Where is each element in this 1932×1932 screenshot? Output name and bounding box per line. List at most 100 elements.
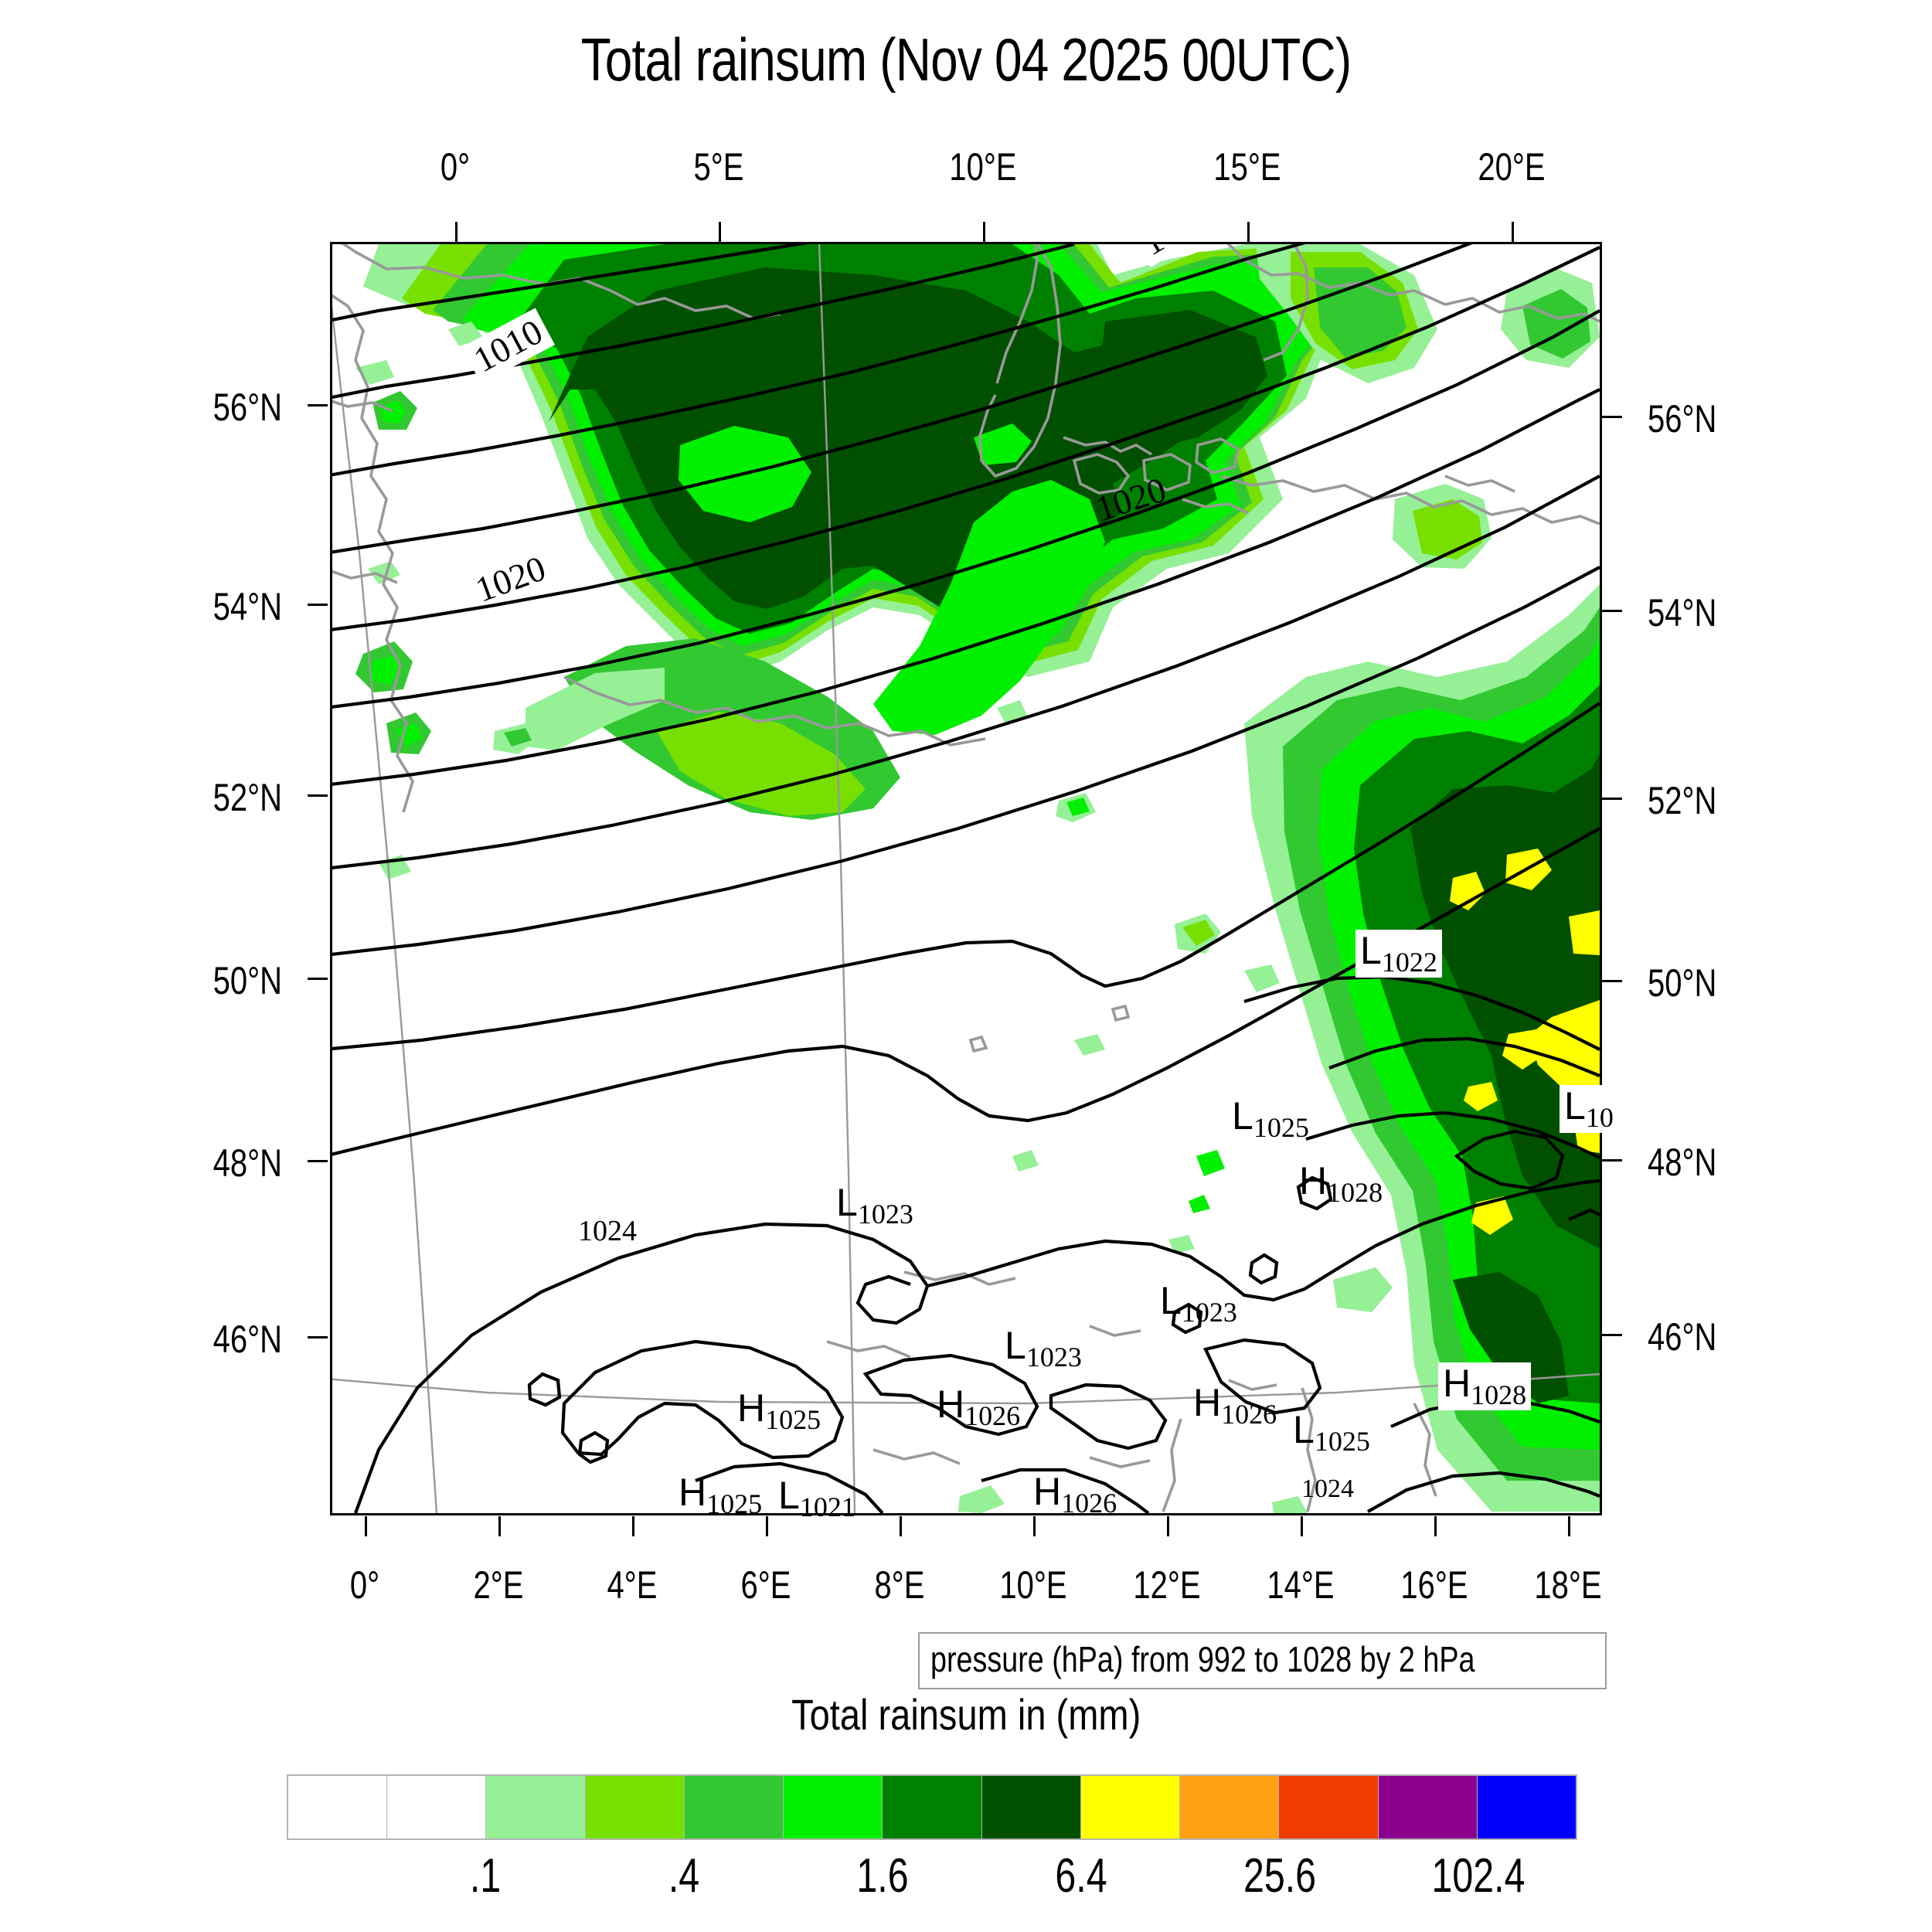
pressure-center-L-1022: L1022 (1355, 930, 1442, 978)
pressure-center-type: L (836, 1181, 858, 1224)
colorbar-cell-10[interactable] (1279, 1776, 1379, 1838)
tick-bot-9 (1568, 1516, 1570, 1536)
colorbar-cell-7[interactable] (981, 1776, 1081, 1838)
colorbar-tick-1: .4 (668, 1849, 700, 1903)
colorbar-title: Total rainsum in (mm) (0, 1689, 1932, 1740)
tick-bot-0 (365, 1516, 367, 1536)
pressure-center-type: L (1160, 1279, 1182, 1322)
colorbar-cell-0[interactable] (288, 1776, 388, 1838)
axis-label-top-4: 20°E (1478, 145, 1546, 189)
pressure-range-note: pressure (hPa) from 992 to 1028 by 2 hPa (918, 1632, 1607, 1689)
precip-fill-northsea (355, 244, 1360, 879)
axis-label-left-0: 56°N (213, 386, 282, 429)
axis-label-left-3: 50°N (213, 959, 282, 1002)
colorbar-cell-8[interactable] (1080, 1776, 1181, 1838)
colorbar-cell-3[interactable] (585, 1776, 685, 1838)
axis-label-bottom-8: 16°E (1400, 1563, 1468, 1607)
colorbar-cell-9[interactable] (1180, 1776, 1280, 1838)
pressure-center-value: 1025 (1314, 1426, 1370, 1457)
tick-top-3 (1247, 222, 1250, 242)
pressure-center-value: 1028 (1471, 1379, 1527, 1410)
map-container[interactable]: 1010 1010 1020 1020 1024 1024 (330, 242, 1602, 1515)
tick-right-4 (1602, 1159, 1622, 1162)
colorbar-cell-2[interactable] (486, 1776, 586, 1838)
pressure-center-H-1026-b: H1026 (1193, 1383, 1277, 1428)
map-frame: 1010 1010 1020 1020 1024 1024 (330, 242, 1602, 1515)
pressure-center-type: H (1193, 1381, 1222, 1424)
tick-right-0 (1602, 416, 1622, 418)
tick-top-4 (1512, 222, 1514, 242)
pressure-center-value: 1026 (964, 1400, 1021, 1431)
colorbar-cell-1[interactable] (387, 1776, 487, 1838)
tick-bot-3 (766, 1516, 768, 1536)
tick-top-0 (455, 222, 457, 242)
pressure-center-H-1025-b: H1025 (679, 1473, 762, 1518)
contour-label-1024-b: 1024 (1301, 1475, 1354, 1503)
axis-label-bottom-0: 0° (349, 1563, 380, 1607)
pressure-center-value: 1022 (1381, 947, 1437, 978)
axis-label-bottom-6: 12°E (1133, 1563, 1201, 1607)
colorbar-tick-2: 1.6 (856, 1849, 909, 1903)
tick-right-2 (1602, 798, 1622, 800)
pressure-center-type: L (1293, 1408, 1315, 1451)
tick-bot-5 (1033, 1516, 1036, 1536)
tick-bot-4 (900, 1516, 902, 1536)
axis-label-top-0: 0° (440, 145, 471, 189)
pressure-center-value: 1025 (1253, 1112, 1309, 1143)
pressure-contours (332, 244, 1600, 1513)
pressure-center-value: 1023 (1181, 1297, 1237, 1328)
map-plot (332, 244, 1600, 1513)
pressure-center-L-1023-a: L1023 (836, 1183, 913, 1228)
pressure-center-H-1026-c: H1026 (1033, 1472, 1117, 1517)
pressure-center-value: 1026 (1221, 1399, 1277, 1430)
pressure-center-type: H (1299, 1159, 1328, 1202)
axis-label-left-2: 52°N (213, 776, 282, 819)
axis-label-top-1: 5°E (693, 145, 744, 189)
axis-label-right-2: 52°N (1648, 779, 1717, 822)
axis-label-bottom-2: 4°E (607, 1563, 658, 1607)
axis-label-bottom-4: 8°E (874, 1563, 925, 1607)
tick-right-5 (1602, 1334, 1622, 1336)
tick-bot-1 (498, 1516, 501, 1536)
axis-label-bottom-3: 6°E (740, 1563, 791, 1607)
colorbar-cell-12[interactable] (1477, 1776, 1577, 1838)
axis-label-top-2: 10°E (949, 145, 1017, 189)
pressure-range-note-text: pressure (hPa) from 992 to 1028 by 2 hPa (930, 1639, 1475, 1679)
tick-left-0 (308, 404, 328, 406)
colorbar-cell-6[interactable] (883, 1776, 982, 1838)
pressure-center-L-1023-c: L1023 (1005, 1326, 1082, 1371)
colorbar-cell-5[interactable] (784, 1776, 883, 1838)
axis-label-top-3: 15°E (1213, 145, 1281, 189)
tick-top-2 (983, 222, 985, 242)
pressure-center-type: H (1033, 1470, 1062, 1513)
axis-label-bottom-1: 2°E (473, 1563, 524, 1607)
tick-left-5 (308, 1336, 328, 1338)
axis-label-right-5: 46°N (1648, 1315, 1717, 1359)
axis-label-left-1: 54°N (213, 585, 282, 628)
precip-fill-baltic (1256, 244, 1600, 569)
pressure-center-H-1026-a: H1026 (937, 1385, 1020, 1430)
colorbar[interactable] (287, 1774, 1577, 1840)
tick-right-1 (1602, 610, 1622, 612)
tick-top-1 (719, 222, 721, 242)
tick-bot-6 (1167, 1516, 1169, 1536)
colorbar-tick-0: .1 (469, 1849, 502, 1903)
colorbar-cell-4[interactable] (684, 1776, 784, 1838)
axis-label-bottom-9: 18°E (1534, 1563, 1602, 1607)
pressure-center-value: 1025 (765, 1404, 821, 1435)
pressure-center-value: 1026 (1061, 1488, 1117, 1519)
pressure-center-type: L (778, 1474, 800, 1517)
tick-left-1 (308, 604, 328, 606)
tick-left-4 (308, 1160, 328, 1162)
pressure-center-value: 1025 (706, 1488, 763, 1519)
tick-bot-7 (1301, 1516, 1303, 1536)
colorbar-title-text: Total rainsum in (mm) (791, 1690, 1141, 1739)
pressure-center-type: L (1005, 1324, 1026, 1367)
axis-label-left-4: 48°N (213, 1141, 282, 1185)
axis-label-right-0: 56°N (1648, 397, 1717, 440)
colorbar-tick-4: 25.6 (1243, 1849, 1317, 1903)
tick-left-2 (308, 794, 328, 797)
colorbar-cell-11[interactable] (1378, 1776, 1478, 1838)
tick-bot-8 (1434, 1516, 1437, 1536)
